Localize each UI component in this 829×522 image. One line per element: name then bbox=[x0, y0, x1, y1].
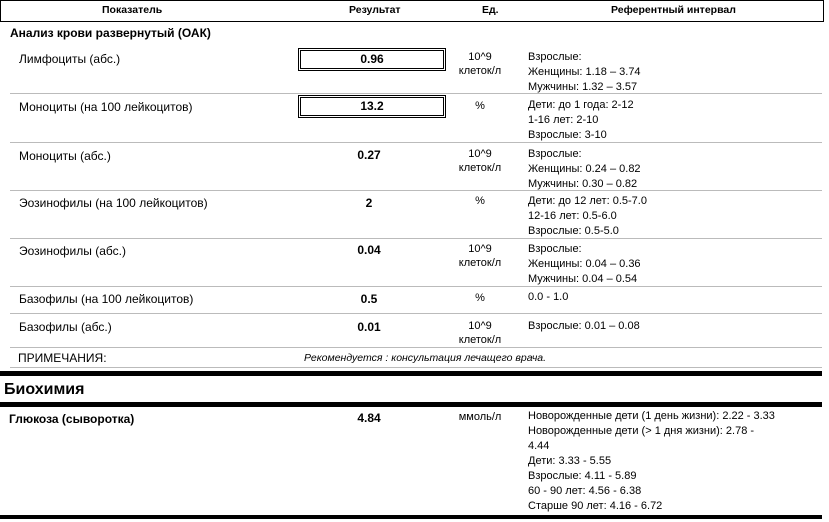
row-result: 0.96 bbox=[298, 48, 446, 71]
table-row: Моноциты (на 100 лейкоцитов) 13.2 % Дети… bbox=[10, 94, 822, 142]
row-ref: Взрослые: 0.01 – 0.08 bbox=[528, 320, 640, 332]
row-ref: Взрослые: Женщины: 0.24 – 0.82 Мужчины: 0.… bbox=[528, 148, 641, 190]
row-result: 0.27 bbox=[357, 148, 381, 162]
row-unit: 10^9 клеток/л bbox=[458, 243, 502, 269]
row-result: 0.5 bbox=[360, 292, 378, 306]
row-result: 13.2 bbox=[298, 95, 446, 118]
bottom-divider bbox=[0, 515, 822, 519]
notes-label: ПРИМЕЧАНИЯ: bbox=[18, 351, 107, 365]
row-ref: Новорожденные дети (1 день жизни): 2.22 … bbox=[528, 410, 775, 512]
row-name: Лимфоциты (абс.) bbox=[19, 52, 121, 66]
divider bbox=[10, 286, 822, 287]
notes-text: Рекомендуется : консультация лечащего вр… bbox=[304, 352, 547, 364]
divider bbox=[10, 313, 822, 314]
row-ref: Взрослые: Женщины: 0.04 – 0.36 Мужчины: 0.… bbox=[528, 243, 641, 285]
header-reference: Референтный интервал bbox=[611, 4, 736, 16]
row-result: 2 bbox=[365, 196, 373, 210]
divider bbox=[10, 238, 822, 239]
divider bbox=[10, 367, 822, 368]
row-unit: 10^9 клеток/л bbox=[458, 148, 502, 174]
table-row: Глюкоза (сыворотка) 4.84 ммоль/л Новорож… bbox=[9, 407, 822, 517]
row-name: Базофилы (абс.) bbox=[19, 320, 112, 334]
header-result: Результат bbox=[349, 4, 401, 16]
row-unit: 10^9 клеток/л bbox=[458, 51, 502, 77]
row-unit: % bbox=[475, 195, 485, 207]
row-name: Эозинофилы (абс.) bbox=[19, 244, 126, 258]
section-title-biochemistry: Биохимия bbox=[4, 381, 85, 398]
row-name: Моноциты (абс.) bbox=[19, 149, 111, 163]
table-row: Эозинофилы (на 100 лейкоцитов) 2 % Дети:… bbox=[10, 191, 822, 238]
header-unit: Ед. bbox=[482, 4, 499, 16]
row-unit: ммоль/л bbox=[458, 411, 502, 423]
row-result: 0.04 bbox=[357, 243, 381, 257]
row-name: Глюкоза (сыворотка) bbox=[9, 412, 135, 426]
row-ref: 0.0 - 1.0 bbox=[528, 291, 569, 303]
table-row: Базофилы (абс.) 0.01 10^9 клеток/л Взросл… bbox=[10, 314, 822, 347]
divider bbox=[10, 142, 822, 143]
row-result: 0.01 bbox=[357, 320, 381, 334]
row-name: Моноциты (на 100 лейкоцитов) bbox=[19, 100, 193, 114]
row-ref: Дети: до 1 года: 2-12 1-16 лет: 2-10 Взрос… bbox=[528, 99, 634, 141]
section-divider bbox=[0, 402, 822, 407]
table-row: Базофилы (на 100 лейкоцитов) 0.5 % 0.0 -… bbox=[10, 287, 822, 313]
table-header: Показатель Результат Ед. Референтный инт… bbox=[0, 0, 824, 22]
row-unit: % bbox=[475, 100, 485, 112]
row-result: 4.84 bbox=[357, 411, 381, 425]
row-name: Эозинофилы (на 100 лейкоцитов) bbox=[19, 196, 208, 210]
row-ref: Дети: до 12 лет: 0.5-7.0 12-16 лет: 0.5-6… bbox=[528, 195, 647, 237]
section-title-cbc: Анализ крови развернутый (ОАК) bbox=[10, 26, 211, 40]
section-divider bbox=[0, 371, 822, 376]
table-row: Лимфоциты (абс.) 0.96 10^9 клеток/л Взрос… bbox=[10, 44, 822, 93]
divider bbox=[10, 347, 822, 348]
row-name: Базофилы (на 100 лейкоцитов) bbox=[19, 292, 194, 306]
header-indicator: Показатель bbox=[102, 4, 163, 16]
divider bbox=[10, 93, 822, 94]
row-ref: Взрослые: Женщины: 1.18 – 3.74 Мужчины: 1.… bbox=[528, 51, 641, 93]
table-row: Эозинофилы (абс.) 0.04 10^9 клеток/л Взро… bbox=[10, 239, 822, 286]
row-unit: 10^9 клеток/л bbox=[458, 320, 502, 346]
divider bbox=[10, 190, 822, 191]
row-unit: % bbox=[475, 292, 485, 304]
table-row: Моноциты (абс.) 0.27 10^9 клеток/л Взросл… bbox=[10, 143, 822, 190]
